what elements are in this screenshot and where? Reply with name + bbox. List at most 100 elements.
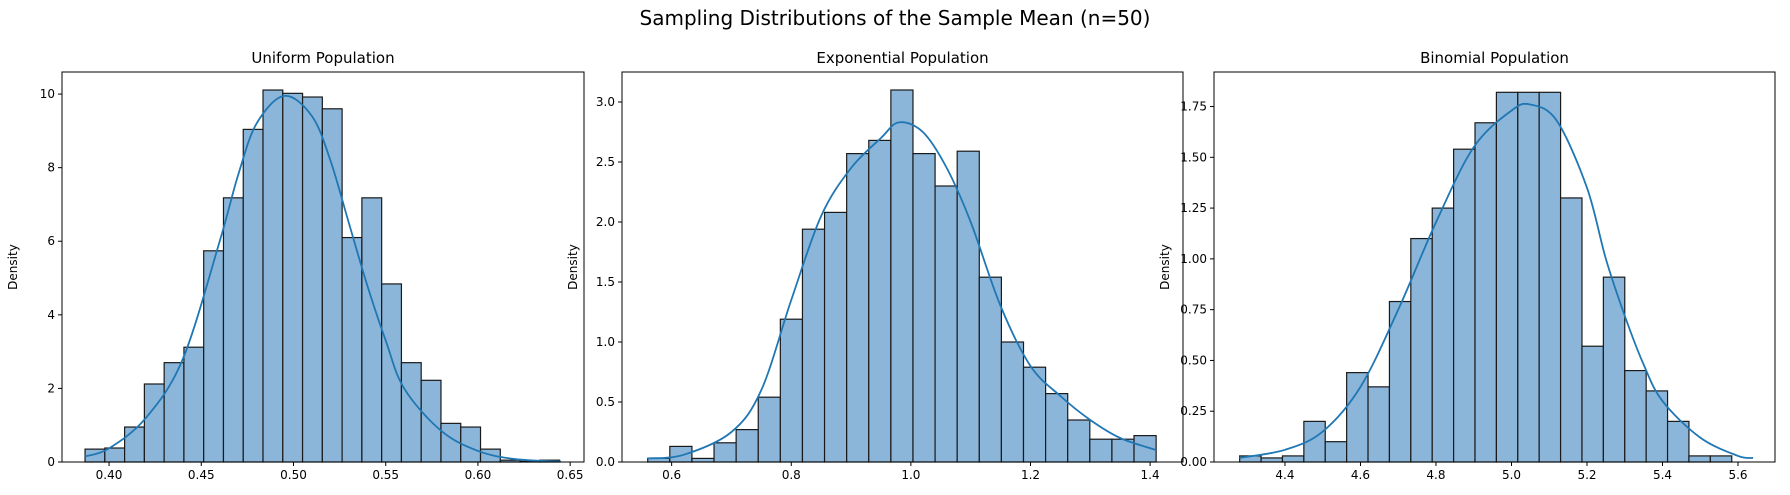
histogram-bar — [203, 250, 225, 463]
y-tick-label: 0.0 — [596, 455, 615, 469]
y-tick-label: 3.0 — [596, 95, 615, 109]
y-tick-label: 2.5 — [596, 155, 615, 169]
x-tick-label: 0.6 — [662, 468, 681, 482]
histogram-bar — [1517, 91, 1540, 463]
y-axis-label: Density — [6, 244, 20, 290]
histogram-bar — [1089, 438, 1113, 463]
histogram-bar — [1645, 390, 1669, 463]
y-tick-label: 1.0 — [596, 335, 615, 349]
y-tick-label: 10 — [40, 87, 55, 101]
y-tick-label: 2 — [47, 381, 55, 395]
histogram-bar — [691, 457, 715, 463]
x-tick-label: 5.0 — [1502, 468, 1521, 482]
histogram-bar — [1538, 91, 1562, 463]
histogram-bar — [934, 185, 958, 463]
kde-curve — [647, 121, 1157, 460]
axes-frame — [61, 71, 585, 463]
histogram-bar — [1367, 386, 1391, 463]
subplot-title: Binomial Population — [1420, 49, 1569, 67]
histogram-bar — [1022, 366, 1047, 463]
subplot-3: 4.4 4.6 4.8 5.0 5.2 5.4 5.6 0.00 0.25 0.50 0.75 1.0… — [1158, 49, 1776, 482]
histogram-bar — [222, 197, 244, 463]
histogram-bar — [1067, 419, 1091, 463]
histogram-bar — [124, 426, 145, 463]
y-tick-label: 1.75 — [1180, 100, 1207, 114]
histogram-bar — [262, 89, 284, 463]
histogram-bar — [823, 211, 848, 463]
x-tick-label: 0.8 — [782, 468, 801, 482]
histogram-bar — [912, 153, 936, 463]
x-tick-label: 5.4 — [1653, 468, 1672, 482]
subplot-title: Exponential Population — [816, 49, 988, 67]
y-axis-label: Density — [1158, 244, 1172, 290]
subplot-1: 0.40 0.45 0.50 0.55 0.60 0.65 0 2 4 6 8 10 Uniform P… — [6, 49, 585, 482]
y-tick-label: 1.5 — [596, 275, 615, 289]
histogram-bar — [801, 228, 826, 463]
x-tick-label: 1.0 — [901, 468, 920, 482]
histogram-bar — [735, 429, 759, 463]
x-tick-label: 0.50 — [280, 468, 307, 482]
histogram-bar — [242, 128, 264, 463]
y-tick-label: 1.00 — [1180, 252, 1207, 266]
histogram-bar — [1624, 369, 1647, 463]
axes-frame — [1213, 71, 1776, 463]
histogram-bar — [1581, 345, 1604, 463]
histogram-bar — [1431, 207, 1455, 463]
x-tick-label: 0.45 — [188, 468, 215, 482]
x-tick-label: 1.2 — [1021, 468, 1040, 482]
figure-title: Sampling Distributions of the Sample Mea… — [639, 6, 1151, 30]
histogram-bar — [1559, 197, 1583, 463]
histogram-bar — [1045, 393, 1069, 463]
histogram-bar — [779, 318, 804, 463]
histogram-bar — [361, 197, 383, 463]
x-tick-label: 5.6 — [1728, 468, 1747, 482]
y-tick-label: 6 — [47, 234, 55, 248]
histogram-bar — [321, 108, 343, 463]
axes-frame — [621, 71, 1184, 463]
x-tick-label: 4.8 — [1426, 468, 1445, 482]
y-tick-label: 1.25 — [1180, 201, 1207, 215]
y-tick-label: 2.0 — [596, 215, 615, 229]
histogram-bar — [1346, 372, 1369, 463]
x-tick-label: 4.4 — [1275, 468, 1294, 482]
histogram-bar — [978, 276, 1002, 463]
subplot-title: Uniform Population — [251, 49, 394, 67]
y-tick-label: 8 — [47, 161, 55, 175]
histogram-bar — [1709, 455, 1733, 463]
y-tick-label: 0.25 — [1180, 404, 1207, 418]
histogram-bar — [669, 445, 693, 463]
y-tick-label: 1.50 — [1180, 150, 1207, 164]
x-tick-label: 0.60 — [465, 468, 492, 482]
histogram-bar — [1324, 441, 1348, 463]
histogram-bar — [713, 442, 737, 463]
histogram-bar — [183, 346, 205, 463]
y-tick-label: 0.5 — [596, 395, 615, 409]
y-axis-label: Density — [566, 244, 580, 290]
histogram-bar — [846, 153, 870, 463]
y-tick-label: 0.75 — [1180, 303, 1207, 317]
histogram-bar — [1388, 300, 1412, 463]
histogram-bar — [400, 362, 422, 463]
histogram-bar — [1666, 420, 1690, 463]
histogram-bar — [1000, 341, 1025, 463]
histogram-bar — [1453, 148, 1476, 463]
x-tick-label: 0.65 — [557, 468, 584, 482]
histogram-bar — [301, 96, 323, 463]
histogram-bar — [341, 236, 363, 463]
x-tick-label: 0.40 — [96, 468, 123, 482]
subplot-2: 0.6 0.8 1.0 1.2 1.4 0.0 0.5 1.0 1.5 2.0 2.5 3.0 Expo… — [566, 49, 1184, 482]
x-tick-label: 1.4 — [1141, 468, 1160, 482]
histogram-bar — [381, 283, 403, 463]
histogram-bar — [868, 139, 892, 463]
histogram-bar — [1474, 122, 1498, 463]
histogram-bar — [757, 396, 781, 463]
x-tick-label: 5.2 — [1577, 468, 1596, 482]
y-tick-label: 4 — [47, 308, 55, 322]
histogram-bar — [1260, 457, 1284, 463]
y-tick-label: 0.00 — [1180, 455, 1207, 469]
x-tick-label: 0.55 — [372, 468, 399, 482]
kde-curve — [84, 95, 561, 463]
x-tick-label: 4.6 — [1351, 468, 1370, 482]
histogram-bar — [282, 92, 304, 463]
